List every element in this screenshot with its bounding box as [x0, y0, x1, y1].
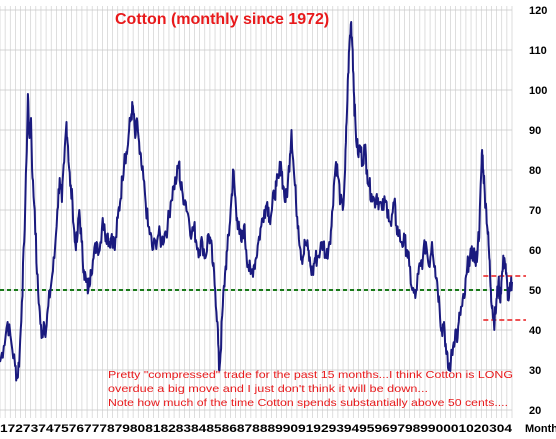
vertical-grid [0, 6, 513, 418]
y-tick-label: 30 [529, 365, 541, 377]
series-line [0, 21, 513, 382]
y-tick-label: 70 [529, 205, 541, 217]
y-tick-label: 60 [529, 245, 541, 257]
x-axis-label: Month [525, 423, 556, 435]
annotation-line-2: overdue a big move and I just don't thin… [108, 383, 428, 395]
y-tick-label: 100 [529, 85, 547, 97]
y-tick-label: 110 [529, 45, 547, 57]
annotation-line-3: Note how much of the time Cotton spends … [108, 397, 508, 409]
annotation-block: Pretty "compressed" trade for the past 1… [108, 369, 513, 409]
y-axis-ticks: 20 30 40 50 60 70 80 90 100 110 120 [529, 5, 547, 417]
y-tick-label: 40 [529, 325, 541, 337]
chart-title: Cotton (monthly since 1972) [115, 11, 329, 28]
range-lines [483, 275, 526, 321]
y-tick-label: 90 [529, 125, 541, 137]
y-tick-label: 80 [529, 165, 541, 177]
x-axis-tick-labels: 1727374757677787980818283848586878889909… [0, 423, 513, 435]
y-tick-label: 50 [529, 285, 541, 297]
y-tick-label: 120 [529, 5, 547, 17]
y-tick-label: 20 [529, 405, 541, 417]
annotation-line-1: Pretty "compressed" trade for the past 1… [108, 369, 513, 381]
